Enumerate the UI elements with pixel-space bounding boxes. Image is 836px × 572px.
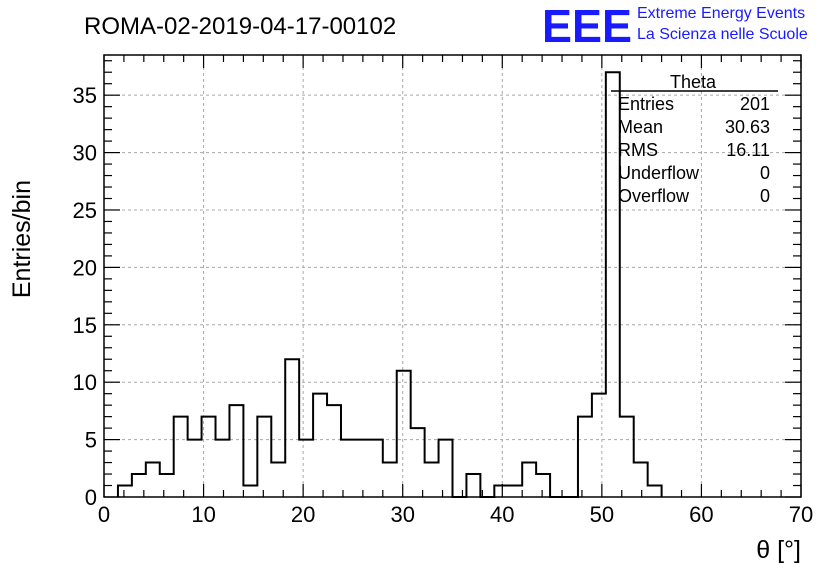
histogram-bin [118, 486, 132, 497]
histogram-bin [411, 428, 425, 497]
histogram-bin [439, 440, 453, 497]
y-tick-label: 20 [73, 255, 97, 280]
histogram-bin [327, 405, 341, 497]
plot-frame [103, 54, 802, 498]
y-tick-label: 5 [85, 428, 97, 453]
y-tick-labels: 0 5 10 15 20 25 30 35 [73, 83, 97, 510]
stats-label: Entries [618, 94, 674, 114]
y-tick-label: 25 [73, 198, 97, 223]
x-tick-label: 50 [590, 502, 614, 527]
x-tick-label: 0 [98, 502, 110, 527]
grid-lines [104, 55, 801, 497]
histogram-bin [620, 417, 634, 497]
stats-title: Theta [670, 72, 717, 92]
histogram-bins [118, 72, 662, 497]
y-tick-label: 0 [85, 485, 97, 510]
x-tick-labels: 0 10 20 30 40 50 60 70 [98, 502, 813, 527]
histogram-bin [146, 463, 160, 497]
histogram-bin [578, 417, 592, 497]
axis-ticks [103, 55, 802, 498]
stats-value: 201 [740, 94, 770, 114]
x-tick-label: 20 [291, 502, 315, 527]
histogram-bin [383, 463, 397, 497]
chart-title: ROMA-02-2019-04-17-00102 [84, 13, 396, 40]
stats-label: Overflow [618, 186, 690, 206]
histogram-bin [313, 394, 327, 497]
x-tick-label: 60 [689, 502, 713, 527]
y-tick-label: 35 [73, 83, 97, 108]
y-tick-label: 10 [73, 370, 97, 395]
histogram-bin [634, 463, 648, 497]
histogram-bin [466, 474, 480, 497]
histogram-bin [188, 440, 202, 497]
histogram-bin [536, 474, 550, 497]
histogram-bin [160, 474, 174, 497]
logo-line2: La Scienza nelle Scuole [637, 26, 808, 43]
logo-mark: EEE [542, 0, 632, 52]
histogram-bin [174, 417, 188, 497]
eee-logo: EEE Extreme Energy Events La Scienza nel… [542, 0, 808, 52]
histogram-bin [299, 440, 313, 497]
histogram-bin [494, 486, 508, 497]
histogram-bin [341, 440, 355, 497]
logo-line1: Extreme Energy Events [637, 5, 805, 22]
histogram-bin [229, 405, 243, 497]
stats-value: 16.11 [726, 140, 770, 160]
stats-value: 0 [760, 186, 770, 206]
histogram-bin [257, 417, 271, 497]
stats-box: Theta Entries 201 Mean 30.63 RMS 16.11 Underfl… [611, 72, 778, 206]
x-tick-label: 40 [490, 502, 514, 527]
histogram-bin [243, 486, 257, 497]
stats-value: 0 [760, 163, 770, 183]
x-tick-label: 10 [191, 502, 215, 527]
histogram-bin [355, 440, 369, 497]
stats-value: 30.63 [725, 117, 770, 137]
histogram-bin [648, 486, 662, 497]
histogram-bin [397, 371, 411, 497]
histogram-bin [425, 463, 439, 497]
x-tick-label: 30 [390, 502, 414, 527]
stats-label: RMS [618, 140, 658, 160]
histogram-bin [522, 463, 536, 497]
stats-label: Mean [618, 117, 663, 137]
histogram-bin [216, 440, 230, 497]
histogram-bin [592, 394, 606, 497]
histogram-bin [369, 440, 383, 497]
histogram-bin [508, 486, 522, 497]
y-tick-label: 30 [73, 141, 97, 166]
histogram-outline [116, 71, 663, 498]
y-axis-title: Entries/bin [8, 180, 36, 298]
stats-label: Underflow [618, 163, 700, 183]
histogram-bin [285, 359, 299, 497]
x-tick-label: 70 [789, 502, 813, 527]
x-axis-title: θ [°] [756, 536, 801, 564]
y-tick-label: 15 [73, 313, 97, 338]
